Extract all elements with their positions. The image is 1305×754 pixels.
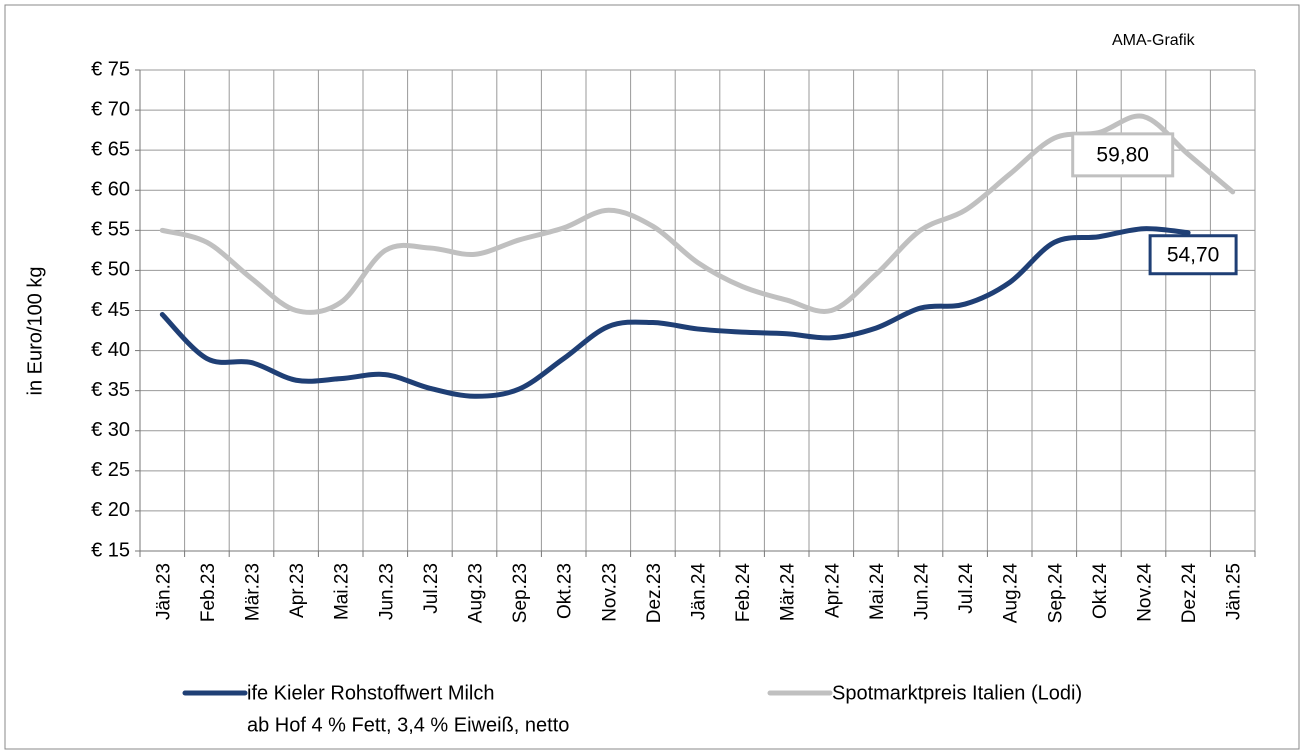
- x-tick-label: Aug.24: [1001, 563, 1022, 624]
- y-tick-label: € 20: [91, 499, 130, 521]
- y-tick-label: € 15: [91, 539, 130, 561]
- value-label: 54,70: [1167, 243, 1220, 266]
- y-tick-label: € 30: [91, 419, 130, 441]
- x-tick-label: Sep.23: [510, 563, 531, 623]
- x-tick-label: Aug.23: [466, 563, 487, 623]
- x-tick-label: Apr.24: [822, 563, 843, 618]
- value-label-box: [1071, 132, 1175, 178]
- x-tick-label: Jän.23: [153, 563, 174, 620]
- x-tick-label: Jul.24: [956, 563, 977, 614]
- y-tick-label: € 55: [91, 219, 130, 241]
- y-tick-label: € 50: [91, 259, 130, 281]
- x-tick-label: Feb.24: [733, 563, 754, 623]
- x-tick-label: Jul.23: [421, 563, 442, 614]
- x-tick-label: Nov.23: [599, 563, 620, 622]
- chart-border: [4, 4, 1300, 750]
- y-tick-label: € 75: [91, 58, 130, 80]
- x-tick-label: Dez.23: [644, 563, 665, 623]
- source-label: AMA-Grafik: [1112, 32, 1196, 49]
- legend-label: ife Kieler Rohstoffwert Milch: [247, 682, 495, 704]
- y-tick-label: € 60: [91, 179, 130, 201]
- y-tick-label: € 40: [91, 339, 130, 361]
- y-tick-label: € 70: [91, 98, 130, 120]
- legend-note: ab Hof 4 % Fett, 3,4 % Eiweiß, netto: [247, 714, 569, 736]
- series-line: [159, 113, 1236, 315]
- y-tick-label: € 65: [91, 138, 130, 160]
- x-tick-label: Dez.24: [1179, 563, 1200, 624]
- x-tick-label: Mai.24: [867, 563, 888, 620]
- y-axis-label: in Euro/100 kg: [24, 267, 46, 396]
- x-tick-label: Okt.24: [1090, 563, 1111, 619]
- value-label: 59,80: [1096, 143, 1149, 166]
- x-tick-label: Apr.23: [287, 563, 308, 618]
- x-tick-label: Mär.24: [778, 563, 799, 622]
- value-label-box: [1148, 234, 1238, 276]
- x-tick-label: Sep.24: [1045, 563, 1066, 624]
- x-tick-label: Jän.25: [1224, 563, 1245, 620]
- x-tick-label: Okt.23: [555, 563, 576, 619]
- x-tick-label: Feb.23: [198, 563, 219, 622]
- y-tick-label: € 35: [91, 379, 130, 401]
- x-tick-label: Mai.23: [332, 563, 353, 620]
- y-tick-label: € 25: [91, 459, 130, 481]
- series-line: [159, 226, 1191, 399]
- x-tick-label: Jun.24: [912, 563, 933, 620]
- x-tick-label: Jän.24: [689, 563, 710, 620]
- x-tick-label: Nov.24: [1135, 563, 1156, 622]
- y-tick-label: € 45: [91, 299, 130, 321]
- x-tick-label: Mär.23: [243, 563, 264, 621]
- x-tick-label: Jun.23: [376, 563, 397, 620]
- legend-label: Spotmarktpreis Italien (Lodi): [832, 682, 1082, 704]
